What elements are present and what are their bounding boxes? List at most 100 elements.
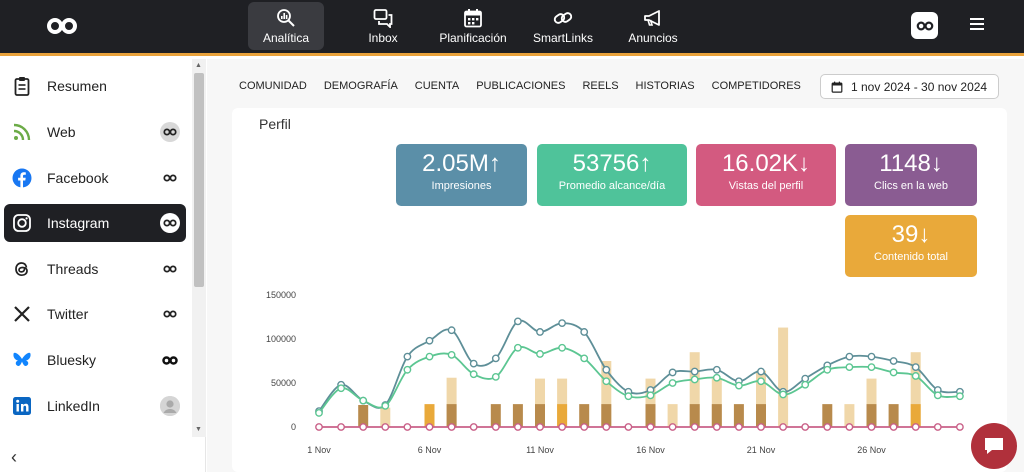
butterfly-icon: [13, 352, 31, 367]
chart-bar: [778, 327, 789, 427]
scroll-up-icon[interactable]: ▲: [195, 62, 202, 69]
sidebar: Resumen Web Facebook Instagram Threads T…: [0, 59, 206, 472]
sidebar-item-resumen[interactable]: Resumen: [4, 67, 186, 105]
connection-status-icon: [160, 213, 180, 233]
data-point: [315, 409, 323, 417]
top-navigation-bar: Analítica Inbox Planificación SmartLinks…: [0, 0, 1024, 56]
collapse-sidebar-icon[interactable]: ‹: [11, 447, 17, 467]
sidebar-scroll-thumb[interactable]: [194, 73, 204, 287]
account-logo-button[interactable]: [911, 12, 938, 39]
data-point: [447, 350, 456, 359]
data-point: [734, 381, 743, 390]
linkedin-icon: [13, 397, 31, 415]
chart-bar: [822, 404, 833, 427]
app-logo-icon[interactable]: [46, 17, 78, 35]
tab-comunidad[interactable]: COMUNIDAD: [239, 80, 307, 92]
date-range-picker[interactable]: 1 nov 2024 - 30 nov 2024: [820, 74, 999, 99]
kpi-value: 16.02K↓: [721, 150, 811, 177]
support-chat-button[interactable]: [971, 423, 1017, 469]
kpi-promedio-alcance: 53756↑ Promedio alcance/día: [537, 144, 687, 206]
data-point: [757, 367, 765, 376]
sidebar-item-web[interactable]: Web: [4, 113, 186, 151]
x-tick-label: 21 Nov: [747, 445, 776, 455]
nav-analitica[interactable]: Analítica: [248, 2, 324, 50]
chart-bar: [910, 352, 921, 427]
rss-icon: [13, 123, 31, 141]
chart-bar: [711, 404, 722, 427]
data-point: [491, 372, 500, 381]
sidebar-item-label: Twitter: [47, 306, 89, 322]
data-point: [558, 423, 566, 431]
data-point: [447, 423, 456, 431]
chart-bar: [380, 407, 391, 427]
tab-publicaciones[interactable]: PUBLICACIONES: [476, 80, 566, 92]
sidebar-item-bluesky[interactable]: Bluesky: [4, 341, 186, 379]
sidebar-item-facebook[interactable]: Facebook: [4, 159, 186, 197]
data-point: [491, 423, 500, 431]
tab-competidores[interactable]: COMPETIDORES: [711, 80, 801, 92]
x-icon: [14, 306, 30, 322]
main-nav: Analítica Inbox Planificación SmartLinks…: [248, 0, 698, 56]
tab-historias[interactable]: HISTORIAS: [635, 80, 695, 92]
chart-bar: [424, 404, 435, 427]
chart-bar: [910, 404, 921, 427]
tab-reels[interactable]: REELS: [582, 80, 619, 92]
data-point: [845, 423, 854, 431]
kpi-impresiones: 2.05M↑ Impresiones: [396, 144, 527, 206]
menu-icon[interactable]: [970, 18, 984, 30]
data-point: [602, 423, 611, 431]
data-point: [536, 423, 544, 431]
nav-label: Analítica: [262, 30, 310, 45]
arrow-up-icon: ↑: [488, 150, 501, 177]
data-point: [668, 379, 677, 387]
scroll-down-icon[interactable]: ▼: [195, 426, 202, 433]
data-point: [889, 423, 898, 431]
sidebar-item-label: Instagram: [47, 215, 110, 231]
calendar-icon: [464, 8, 482, 27]
data-point: [734, 423, 743, 431]
data-point: [889, 368, 898, 377]
data-point: [425, 423, 434, 431]
avatar: [160, 396, 180, 416]
sidebar-item-twitter[interactable]: Twitter: [4, 295, 186, 333]
sidebar-item-linkedin[interactable]: LinkedIn: [4, 387, 186, 425]
data-point: [757, 423, 765, 431]
data-point: [646, 423, 655, 431]
data-point: [624, 392, 633, 401]
data-point: [403, 352, 412, 361]
data-point: [779, 423, 787, 431]
data-point: [712, 373, 721, 382]
nav-anuncios[interactable]: Anuncios: [608, 2, 698, 50]
sidebar-item-threads[interactable]: Threads: [4, 250, 186, 288]
data-point: [845, 352, 854, 361]
nav-smartlinks[interactable]: SmartLinks: [518, 2, 608, 50]
tab-demografia[interactable]: DEMOGRAFÍA: [323, 80, 398, 92]
connection-status-icon: [160, 122, 180, 142]
data-point: [801, 380, 810, 389]
connection-status-icon: [160, 168, 180, 188]
nav-planificacion[interactable]: Planificación: [428, 2, 518, 50]
chart-bar: [535, 404, 545, 427]
y-tick-label: 0: [291, 422, 296, 432]
chart-bar: [667, 404, 678, 427]
arrow-down-icon: ↓: [930, 150, 943, 177]
data-point: [823, 365, 832, 374]
data-point: [867, 363, 876, 372]
chart-bar: [645, 404, 656, 427]
x-tick-label: 16 Nov: [636, 445, 665, 455]
data-point: [403, 365, 412, 374]
chart-bar: [711, 378, 722, 427]
sidebar-item-instagram[interactable]: Instagram: [4, 204, 186, 242]
kpi-label: Clics en la web: [874, 180, 948, 192]
tab-cuenta[interactable]: CUENTA: [414, 80, 460, 92]
x-tick-label: 11 Nov: [526, 445, 554, 455]
threads-icon: [15, 262, 28, 277]
date-range-text: 1 nov 2024 - 30 nov 2024: [851, 79, 988, 94]
chart-bar: [446, 404, 457, 427]
kpi-value: 53756↑: [572, 150, 652, 177]
data-point: [845, 363, 854, 372]
arrow-down-icon: ↓: [918, 221, 931, 248]
x-tick-label: 26 Nov: [857, 445, 886, 455]
nav-inbox[interactable]: Inbox: [338, 2, 428, 50]
kpi-label: Vistas del perfil: [728, 180, 804, 192]
